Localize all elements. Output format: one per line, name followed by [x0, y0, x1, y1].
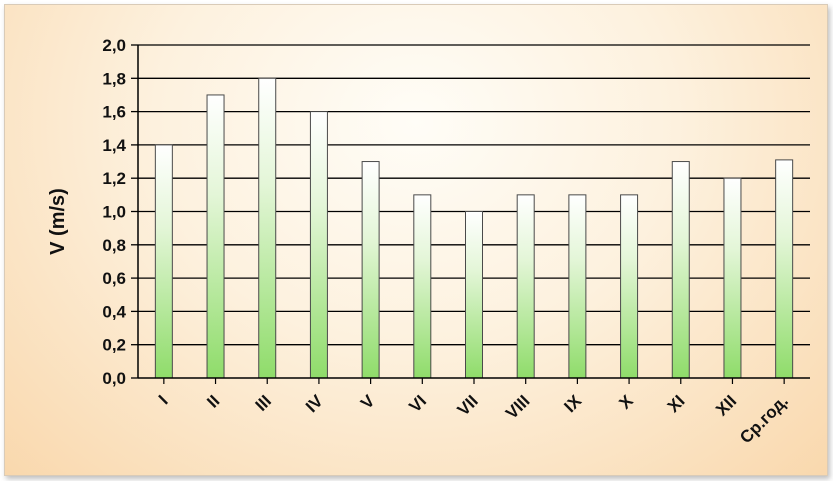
axes [131, 44, 810, 384]
x-tick-label: XI [664, 391, 689, 416]
bar-11 [671, 161, 690, 379]
y-tick-label: 1,0 [102, 203, 126, 222]
bar-5 [361, 161, 380, 379]
y-tick-label: 2,0 [102, 36, 126, 55]
x-tick-label: II [203, 391, 223, 411]
bar-3 [258, 77, 277, 379]
y-tick-label: 0,2 [102, 336, 126, 355]
x-tick-label: IX [560, 391, 585, 416]
bar-4 [309, 111, 328, 379]
y-tick-label: 0,6 [102, 269, 126, 288]
y-tick-label: 0,4 [102, 302, 126, 321]
bar-2 [206, 94, 225, 379]
bar-6 [413, 194, 432, 379]
x-tick-label: IV [302, 391, 327, 416]
x-tick-label: Ср.год. [736, 391, 792, 447]
gridlines [138, 44, 810, 346]
bars [154, 77, 794, 379]
x-tick-label: I [155, 391, 172, 408]
x-tick-label: III [252, 391, 275, 414]
y-tick-label: 1,6 [102, 103, 126, 122]
y-tick-label: 1,8 [102, 69, 126, 88]
y-tick-label: 0,0 [102, 369, 126, 388]
bar-8 [516, 194, 535, 379]
bar-7 [465, 211, 483, 379]
x-tick-label: XII [712, 391, 740, 419]
x-tick-label: VIII [502, 391, 533, 422]
bar-9 [568, 194, 587, 379]
y-tick-label: 1,4 [102, 136, 126, 155]
bar-13 [775, 159, 794, 379]
y-tick-label: 1,2 [102, 169, 126, 188]
bar-10 [620, 194, 639, 379]
x-tick-label: X [615, 391, 637, 413]
bar-1 [154, 144, 173, 379]
x-tick-label: VII [454, 391, 482, 419]
x-tick-label: V [357, 391, 379, 413]
bar-12 [723, 177, 742, 379]
y-tick-label: 0,8 [102, 236, 126, 255]
x-tick-label: VI [405, 391, 430, 416]
y-axis-title: V (m/s) [47, 188, 69, 255]
